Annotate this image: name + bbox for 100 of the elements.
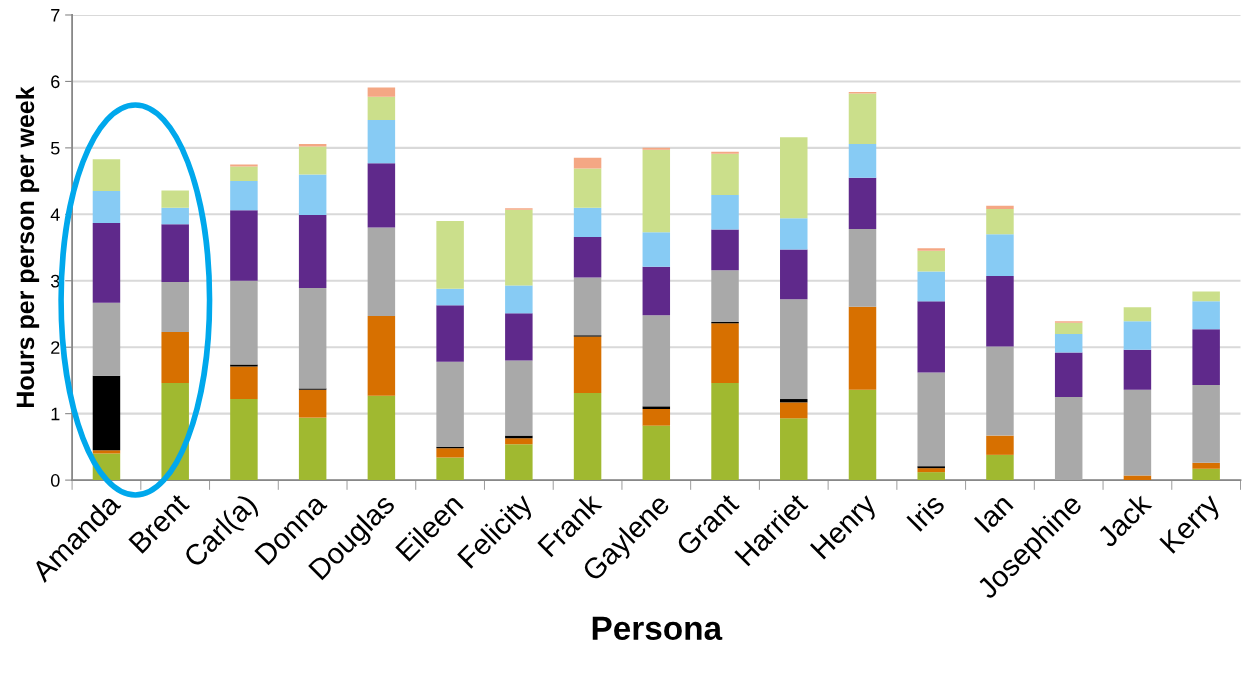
bar — [1054, 397, 1083, 481]
bar — [230, 210, 258, 281]
bar — [436, 305, 464, 362]
bar — [573, 393, 602, 481]
bar — [573, 168, 602, 208]
bar — [780, 218, 808, 250]
x-axis-title: Persona — [592, 616, 723, 641]
bar — [917, 248, 945, 251]
x-tick-label: Iris — [905, 491, 946, 532]
y-axis-title: Hours per person per week — [15, 86, 40, 408]
y-tick-label: 5 — [50, 141, 60, 155]
bar — [436, 457, 464, 481]
bar — [1054, 322, 1083, 334]
bar — [505, 313, 533, 361]
bar — [780, 137, 808, 219]
y-tick-label: 3 — [50, 274, 60, 288]
bar — [298, 389, 327, 418]
bar — [848, 306, 877, 390]
bar — [642, 266, 671, 316]
bar — [1054, 333, 1083, 353]
y-tick-label: 4 — [50, 208, 60, 221]
bar — [1123, 321, 1152, 350]
bar — [780, 299, 808, 400]
bar — [986, 234, 1014, 277]
bar — [436, 288, 464, 306]
bar — [1192, 385, 1220, 463]
bar — [848, 389, 877, 481]
bar — [161, 207, 189, 225]
bar — [230, 280, 258, 365]
bar — [230, 166, 258, 182]
bar — [848, 228, 877, 307]
bar — [1054, 352, 1083, 398]
bar — [986, 346, 1014, 436]
bar — [573, 157, 602, 169]
bar — [642, 149, 671, 233]
bar — [1123, 389, 1152, 476]
bar — [642, 425, 671, 481]
bar — [711, 153, 739, 196]
bar — [642, 232, 671, 267]
bar — [505, 285, 533, 314]
bar — [917, 468, 945, 473]
bar — [230, 181, 258, 211]
bar — [505, 209, 533, 286]
y-tick-label: 6 — [51, 75, 60, 89]
bar — [917, 372, 945, 467]
bar — [986, 276, 1014, 347]
y-tick-label: 2 — [51, 341, 60, 354]
bar — [298, 143, 327, 147]
bar — [986, 205, 1014, 209]
bar — [986, 435, 1014, 455]
bar — [1123, 475, 1152, 481]
bar — [917, 250, 945, 272]
y-tick-label: 1 — [51, 407, 60, 421]
bar — [505, 438, 533, 445]
bar — [780, 249, 808, 300]
bar — [642, 315, 671, 407]
bar — [917, 472, 945, 481]
bar — [573, 236, 602, 278]
bar — [505, 444, 533, 481]
bar — [161, 282, 189, 332]
bar — [367, 87, 396, 97]
bar — [780, 399, 808, 403]
bar — [917, 271, 945, 302]
bar — [642, 409, 671, 426]
bar — [367, 119, 396, 164]
bar — [780, 402, 808, 419]
bar — [1192, 329, 1220, 386]
y-tick-label: 0 — [50, 474, 60, 487]
bar — [298, 214, 327, 289]
bar — [92, 191, 121, 223]
bar — [161, 224, 189, 283]
bar — [367, 395, 396, 481]
bar — [711, 195, 739, 230]
bar — [1123, 307, 1152, 322]
bar — [1192, 468, 1220, 481]
bar — [1192, 462, 1220, 469]
bar — [230, 399, 258, 481]
bar — [92, 450, 121, 454]
bar — [436, 361, 464, 447]
bar — [367, 96, 396, 120]
bar — [161, 331, 189, 384]
bar — [1123, 349, 1152, 390]
bar — [848, 93, 877, 144]
bar — [642, 406, 671, 410]
bar — [436, 448, 464, 458]
bar — [505, 360, 533, 436]
bar — [573, 277, 602, 336]
bar — [986, 209, 1014, 235]
bar — [711, 270, 739, 322]
bar — [367, 227, 396, 316]
bar — [298, 417, 327, 481]
bar — [367, 315, 396, 396]
bar — [298, 288, 327, 389]
bar — [917, 301, 945, 373]
bar — [298, 174, 327, 215]
bar — [436, 220, 464, 289]
bar — [1192, 291, 1220, 302]
bar — [92, 159, 121, 192]
bar — [711, 323, 739, 384]
bar — [1192, 301, 1220, 330]
